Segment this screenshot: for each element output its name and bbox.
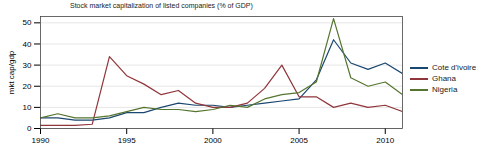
svg-text:30: 30 — [23, 61, 32, 70]
svg-text:10: 10 — [23, 103, 32, 112]
svg-text:2000: 2000 — [204, 136, 222, 145]
svg-text:0: 0 — [27, 124, 32, 133]
svg-text:20: 20 — [23, 82, 32, 91]
svg-text:2010: 2010 — [376, 136, 394, 145]
svg-text:50: 50 — [23, 18, 32, 27]
html-text:Ghana: Ghana — [432, 74, 456, 83]
svg-text:2005: 2005 — [290, 136, 308, 145]
svg-text:1990: 1990 — [32, 136, 50, 145]
html-text:Stock market capitalization of: Stock market capitalization of listed co… — [70, 2, 253, 9]
svg-text:mkt cap/gdp: mkt cap/gdp — [7, 50, 16, 94]
html-text:Cote d'ivoire: Cote d'ivoire — [432, 63, 477, 72]
svg-text:40: 40 — [23, 40, 32, 49]
svg-text:1995: 1995 — [118, 136, 136, 145]
html-text:Nigeria: Nigeria — [432, 85, 458, 94]
